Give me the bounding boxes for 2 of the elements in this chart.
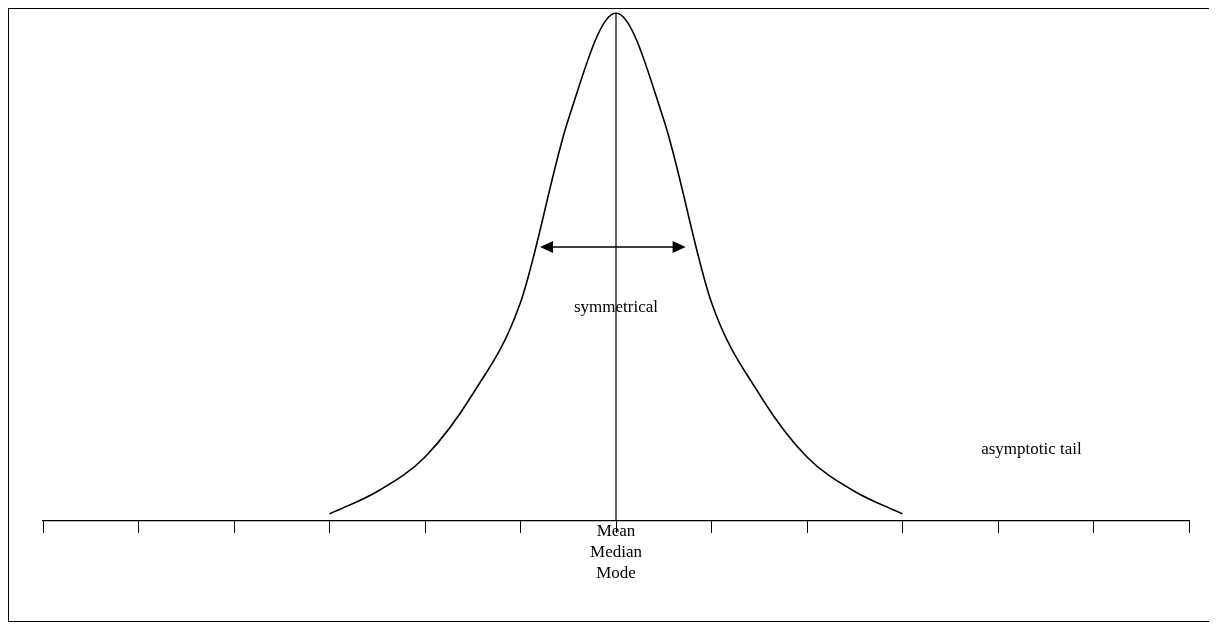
annotation: asymptotic tail <box>981 439 1082 459</box>
annotation: Mean Median Mode <box>590 520 643 582</box>
